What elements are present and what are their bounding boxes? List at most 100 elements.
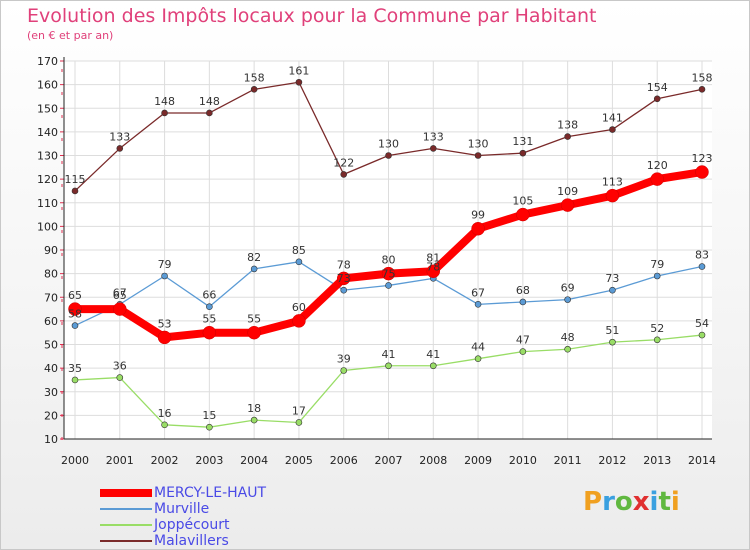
data-label: 161: [288, 64, 309, 77]
data-point: [113, 302, 127, 316]
data-label: 44: [471, 341, 485, 354]
y-tick-label: 140: [37, 126, 58, 139]
y-tick-label: 20: [44, 409, 58, 422]
data-point: [609, 126, 616, 133]
data-point: [71, 322, 79, 329]
data-label: 55: [247, 313, 261, 326]
brand-letter: i: [670, 487, 680, 517]
data-label: 47: [516, 334, 530, 347]
data-point: [516, 207, 530, 222]
y-tick-label: 30: [44, 386, 58, 399]
legend-label: Malavillers: [154, 533, 229, 549]
brand-letter: x: [632, 487, 650, 517]
data-point: [68, 302, 82, 316]
data-label: 81: [426, 251, 440, 264]
y-tick-label: 110: [37, 197, 58, 210]
data-label: 78: [337, 258, 351, 271]
data-label: 16: [158, 407, 172, 420]
brand-letter: o: [614, 487, 633, 517]
x-tick-label: 2009: [464, 454, 492, 467]
data-label: 78: [426, 260, 440, 273]
x-tick-label: 2000: [61, 454, 89, 467]
data-point: [250, 86, 258, 93]
data-point: [429, 145, 437, 152]
legend-swatch: [100, 540, 152, 542]
data-label: 158: [244, 71, 265, 84]
y-tick-label: 120: [37, 173, 58, 186]
y-tick-label: 60: [44, 315, 58, 328]
data-label: 73: [605, 272, 619, 285]
data-point: [116, 374, 124, 381]
data-point: [698, 263, 706, 270]
x-tick-label: 2007: [375, 454, 403, 467]
chart-title: Evolution des Impôts locaux pour la Comm…: [27, 5, 597, 27]
data-point: [474, 355, 482, 362]
data-label: 82: [247, 251, 261, 264]
data-point: [653, 272, 661, 280]
y-tick-label: 150: [37, 102, 58, 115]
data-point: [71, 187, 79, 195]
y-tick-label: 70: [44, 291, 58, 304]
data-label: 65: [113, 289, 127, 302]
data-point: [564, 296, 571, 303]
data-label: 158: [692, 71, 713, 84]
data-point: [336, 271, 351, 286]
data-label: 141: [602, 112, 623, 125]
data-point: [560, 198, 575, 212]
data-point: [206, 109, 213, 117]
data-label: 99: [471, 209, 485, 222]
data-label: 41: [382, 348, 396, 361]
data-label: 68: [516, 284, 530, 297]
data-point: [206, 423, 213, 431]
data-label: 130: [378, 138, 399, 151]
data-label: 122: [333, 156, 354, 169]
data-label: 133: [109, 130, 130, 143]
data-label: 148: [154, 95, 175, 108]
data-point: [698, 331, 706, 339]
data-label: 48: [561, 331, 575, 344]
data-label: 85: [292, 244, 306, 257]
x-tick-label: 2006: [330, 454, 358, 467]
data-label: 17: [292, 404, 306, 417]
data-label: 36: [113, 360, 127, 373]
data-point: [206, 303, 213, 311]
data-point: [609, 338, 616, 346]
data-point: [340, 286, 348, 294]
x-tick-label: 2001: [106, 454, 134, 467]
data-point: [564, 133, 571, 140]
data-label: 79: [650, 258, 664, 271]
legend-label: MERCY-LE-HAUT: [154, 485, 267, 501]
legend-label: Murville: [154, 501, 210, 517]
data-label: 51: [605, 324, 619, 337]
brand-logo: Proxiti: [583, 487, 680, 517]
x-tick-label: 2003: [195, 454, 223, 467]
data-point: [250, 265, 258, 273]
data-label: 79: [158, 258, 172, 271]
x-tick-label: 2012: [598, 454, 626, 467]
y-tick-label: 40: [44, 362, 58, 375]
brand-letter: r: [602, 487, 615, 517]
chart-subtitle: (en € et par an): [27, 29, 114, 42]
brand-letter: t: [658, 487, 671, 517]
data-point: [564, 345, 571, 353]
data-label: 39: [337, 352, 351, 365]
data-point: [116, 145, 124, 152]
data-point: [385, 282, 392, 289]
data-label: 131: [512, 135, 533, 148]
y-tick-label: 170: [37, 55, 58, 68]
data-label: 54: [695, 317, 709, 330]
data-point: [295, 78, 303, 86]
data-label: 123: [692, 152, 713, 165]
data-label: 83: [695, 249, 709, 262]
data-label: 73: [337, 272, 351, 285]
x-tick-label: 2005: [285, 454, 313, 467]
data-label: 113: [602, 176, 623, 189]
x-tick-label: 2011: [554, 454, 582, 467]
data-label: 138: [557, 119, 578, 132]
data-labels: 115 133 148 148 158 161 122 130 133 130 131 138 141 1…: [65, 64, 713, 422]
data-point: [161, 272, 168, 280]
data-label: 105: [512, 195, 533, 208]
data-label: 58: [68, 308, 82, 321]
y-tick-label: 160: [37, 79, 58, 92]
